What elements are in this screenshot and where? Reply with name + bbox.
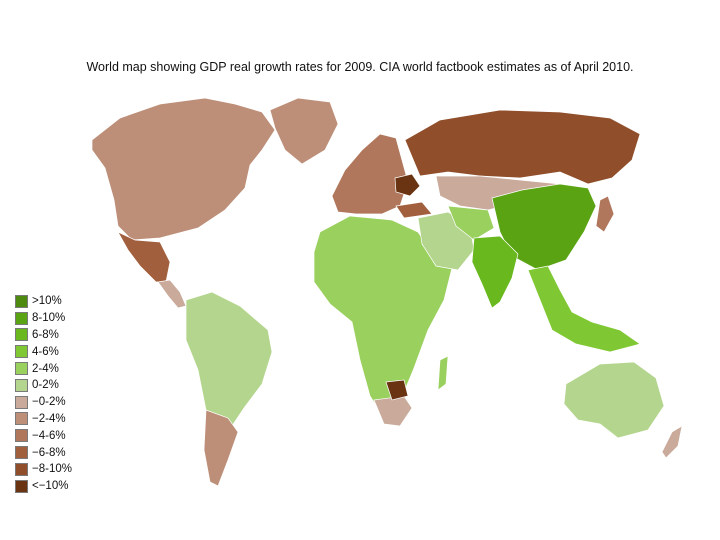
region-greenland (269, 97, 339, 165)
region-south-america (185, 291, 273, 439)
legend-swatch (15, 362, 28, 376)
legend-label: >10% (32, 295, 62, 308)
legend-label: 4-6% (32, 345, 59, 358)
legend: >10% 8-10% 6-8% 4-6% 2-4% 0-2% −0-2% −2-4% −4-6%… (15, 293, 72, 495)
region-mexico (117, 231, 171, 283)
legend-swatch (15, 328, 28, 342)
page-title: World map showing GDP real growth rates … (86, 60, 634, 74)
region-africa (313, 215, 453, 419)
region-madagascar (437, 355, 449, 391)
legend-label: <−10% (32, 480, 69, 493)
legend-label: 0-2% (32, 379, 59, 392)
legend-label: 8-10% (32, 312, 66, 325)
legend-swatch (15, 412, 28, 426)
region-europe (331, 133, 409, 215)
region-india (471, 235, 519, 309)
legend-swatch (15, 311, 28, 325)
region-botswana (385, 379, 409, 401)
region-southeast-asia (527, 265, 641, 353)
legend-label: −2-4% (32, 412, 66, 425)
legend-label: 6-8% (32, 328, 59, 341)
legend-swatch (15, 479, 28, 493)
legend-label: −6-8% (32, 446, 66, 459)
region-north-america (91, 97, 276, 241)
legend-swatch (15, 446, 28, 460)
legend-item: −6-8% (15, 444, 72, 461)
region-turkey (395, 201, 433, 219)
legend-item: 2-4% (15, 360, 72, 377)
legend-item: −2-4% (15, 411, 72, 428)
legend-label: −0-2% (32, 396, 66, 409)
legend-item: 6-8% (15, 327, 72, 344)
legend-item: −0-2% (15, 394, 72, 411)
legend-item: 0-2% (15, 377, 72, 394)
legend-label: −8-10% (32, 463, 72, 476)
legend-item: −8-10% (15, 461, 72, 478)
region-new-zealand (661, 425, 683, 459)
legend-label: −4-6% (32, 429, 66, 442)
legend-item: <−10% (15, 478, 72, 495)
legend-item: 8-10% (15, 310, 72, 327)
region-ukraine (394, 173, 421, 197)
legend-swatch (15, 294, 28, 308)
region-japan (595, 195, 615, 233)
legend-item: −4-6% (15, 427, 72, 444)
region-australia (563, 361, 665, 439)
legend-swatch (15, 429, 28, 443)
legend-item: >10% (15, 293, 72, 310)
legend-swatch (15, 345, 28, 359)
region-argentina-chile (203, 409, 239, 487)
region-southern-africa (373, 395, 413, 427)
legend-swatch (15, 378, 28, 392)
legend-label: 2-4% (32, 362, 59, 375)
region-central-asia (447, 205, 495, 241)
legend-swatch (15, 395, 28, 409)
legend-item: 4-6% (15, 343, 72, 360)
legend-swatch (15, 462, 28, 476)
region-russia (404, 109, 641, 185)
region-central-america (157, 279, 187, 309)
